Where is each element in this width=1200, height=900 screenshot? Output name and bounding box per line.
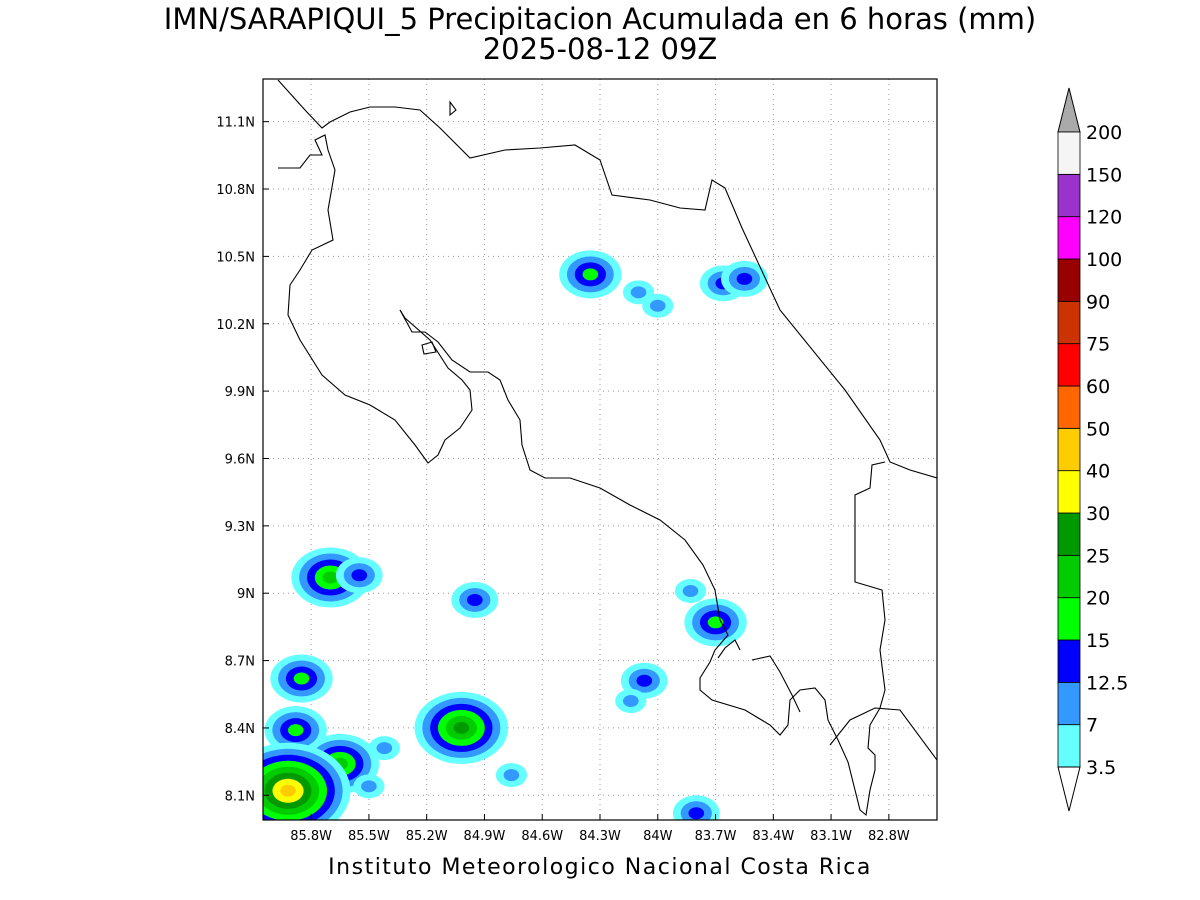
- colorbar-swatch: [1057, 427, 1081, 472]
- precip-contour: [361, 780, 377, 793]
- lat-tick-label: 9.6N: [225, 452, 255, 467]
- precip-contour: [287, 724, 304, 737]
- precip-cell: [495, 763, 528, 788]
- lat-tick-label: 9.9N: [225, 385, 255, 400]
- colorbar-legend: 3.5 7 12.5 15 20 25 30 40 50 60 75 90 100 120 150 200: [1057, 87, 1128, 812]
- colorbar-label: 75: [1086, 334, 1110, 356]
- precip-cell: [615, 688, 647, 713]
- lat-tick-label: 10.8N: [216, 183, 255, 198]
- institution-credit: Instituto Meteorologico Nacional Costa R…: [328, 855, 872, 880]
- colorbar-swatch: [1057, 216, 1081, 260]
- colorbar-swatch: [1057, 470, 1081, 514]
- precip-contour: [293, 672, 310, 685]
- colorbar-swatch: [1057, 512, 1081, 556]
- precip-contour: [688, 807, 705, 820]
- precip-cell: [559, 250, 622, 299]
- coastline-borders: [277, 79, 937, 817]
- lon-tick-label: 84.6W: [521, 829, 563, 844]
- colorbar-label: 30: [1086, 503, 1110, 525]
- colorbar-swatch: [1057, 343, 1081, 387]
- lon-tick-label: 83.4W: [752, 829, 794, 844]
- colorbar-swatch: [1057, 597, 1081, 641]
- precip-contour: [682, 584, 699, 597]
- precip-cell: [721, 260, 768, 297]
- colorbar-label: 90: [1086, 291, 1110, 313]
- precip-contour: [736, 272, 753, 285]
- precip-contour: [322, 571, 339, 584]
- map-title: IMN/SARAPIQUI_5 Precipitacion Acumulada …: [163, 2, 1037, 36]
- colorbar-swatch: [1057, 724, 1081, 768]
- precip-contour: [582, 268, 599, 281]
- precip-cell: [684, 598, 747, 647]
- precipitation-field: [263, 250, 768, 820]
- colorbar-label: 40: [1086, 461, 1110, 483]
- colorbar-label: 7: [1086, 715, 1098, 737]
- colorbar-label: 200: [1086, 122, 1122, 144]
- precip-contour: [623, 694, 639, 707]
- lat-tick-label: 9N: [237, 587, 255, 602]
- colorbar-swatch: [1057, 258, 1081, 302]
- colorbar-label: 15: [1086, 630, 1110, 652]
- lat-tick-label: 11.1N: [216, 116, 255, 131]
- lon-tick-label: 84.3W: [579, 829, 621, 844]
- precip-cell: [270, 654, 333, 703]
- lat-tick-label: 9.3N: [225, 520, 255, 535]
- colorbar-above-triangle: [1057, 87, 1081, 133]
- precip-cell: [451, 581, 499, 618]
- precip-cell: [263, 742, 351, 820]
- precip-contour: [467, 593, 483, 606]
- colorbar-label: 150: [1086, 164, 1122, 186]
- precip-cell: [368, 736, 400, 761]
- colorbar-label: 100: [1086, 249, 1122, 271]
- precip-contour: [280, 784, 296, 797]
- lon-tick-label: 85.8W: [290, 829, 332, 844]
- lon-tick-label: 82.8W: [868, 829, 910, 844]
- colorbar-swatch: [1057, 173, 1081, 218]
- colorbar-label: 3.5: [1086, 757, 1116, 779]
- lon-tick-label: 85.5W: [348, 829, 390, 844]
- precip-contour: [649, 299, 666, 312]
- lon-tick-label: 83.1W: [810, 829, 852, 844]
- colorbar-swatch: [1057, 300, 1081, 345]
- map-subtitle-datetime: 2025-08-12 09Z: [482, 32, 718, 66]
- lon-tick-label: 85.2W: [406, 829, 448, 844]
- precip-cell: [674, 578, 707, 603]
- precip-cell: [414, 691, 509, 764]
- precip-contour: [630, 286, 647, 299]
- colorbar-label: 50: [1086, 418, 1110, 440]
- colorbar-swatch: [1057, 385, 1081, 429]
- colorbar-label: 120: [1086, 207, 1122, 229]
- precip-contour: [376, 742, 393, 755]
- colorbar-label: 12.5: [1086, 672, 1128, 694]
- colorbar-swatch: [1057, 554, 1081, 599]
- lat-tick-label: 8.1N: [225, 789, 255, 804]
- precip-contour: [636, 674, 653, 687]
- precip-cell: [264, 706, 327, 755]
- precip-cell: [353, 774, 385, 799]
- lat-tick-label: 8.4N: [225, 722, 255, 737]
- colorbar-below-triangle: [1057, 766, 1081, 812]
- latitude-axis: 11.1N 10.8N 10.5N 10.2N 9.9N 9.6N 9.3N 9N 8.7N 8.…: [216, 116, 269, 804]
- colorbar-label: 60: [1086, 376, 1110, 398]
- lat-tick-label: 10.5N: [216, 250, 255, 265]
- precip-cell: [642, 293, 674, 318]
- colorbar-label: 20: [1086, 588, 1110, 610]
- precip-cell: [672, 795, 720, 820]
- precip-contour: [453, 721, 470, 734]
- precip-cell: [335, 557, 383, 594]
- colorbar-label: 25: [1086, 545, 1110, 567]
- precip-contour: [351, 569, 368, 582]
- colorbar-swatch: [1057, 131, 1081, 175]
- longitude-axis: 85.8W 85.5W 85.2W 84.9W 84.6W 84.3W 84W 83.7W 83…: [290, 814, 910, 844]
- map-grid: [263, 79, 937, 820]
- lon-tick-label: 84.9W: [464, 829, 506, 844]
- lon-tick-label: 84W: [643, 829, 673, 844]
- lon-tick-label: 83.7W: [695, 829, 737, 844]
- precip-contour: [503, 769, 520, 782]
- colorbar-swatch: [1057, 681, 1081, 726]
- colorbar-swatch: [1057, 639, 1081, 683]
- lat-tick-label: 8.7N: [225, 655, 255, 670]
- lat-tick-label: 10.2N: [216, 318, 255, 333]
